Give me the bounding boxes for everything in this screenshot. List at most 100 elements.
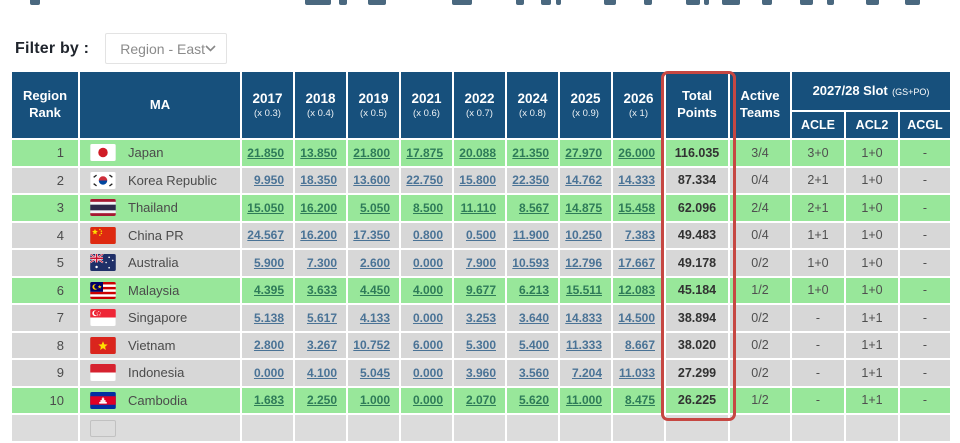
acl2-slot-cell: 1+1 — [844, 385, 900, 415]
year-points-link[interactable]: 5.138 — [253, 310, 284, 325]
year-points-link[interactable]: 7.204 — [571, 365, 602, 380]
total-points-cell: 26.225 — [664, 385, 730, 415]
year-points-link[interactable]: 14.762 — [565, 173, 602, 188]
year-points-link[interactable]: 18.350 — [300, 173, 337, 188]
year-points-link[interactable]: 1.000 — [359, 393, 390, 408]
year-points-link[interactable]: 13.850 — [300, 145, 337, 160]
year-points-link[interactable]: 14.333 — [618, 173, 655, 188]
year-points-link[interactable]: 10.593 — [512, 255, 549, 270]
rank-cell: 6 — [10, 275, 80, 305]
year-points-link[interactable]: 9.950 — [253, 173, 284, 188]
year-points-link[interactable]: 15.800 — [459, 173, 496, 188]
year-points-link[interactable]: 11.900 — [512, 228, 549, 243]
year-points-link[interactable]: 27.970 — [565, 145, 602, 160]
year-points-link[interactable]: 8.667 — [624, 338, 655, 353]
year-points-link[interactable]: 7.900 — [465, 255, 496, 270]
acgl-slot-cell: - — [898, 220, 952, 250]
year-points-link[interactable]: 0.000 — [412, 393, 443, 408]
year-points-link[interactable]: 4.100 — [306, 365, 337, 380]
year-points-link[interactable]: 5.400 — [518, 338, 549, 353]
year-points-link[interactable]: 3.960 — [465, 365, 496, 380]
year-points-link[interactable]: 4.000 — [412, 283, 443, 298]
year-points-link[interactable]: 3.560 — [518, 365, 549, 380]
year-points-link[interactable]: 14.833 — [565, 310, 602, 325]
year-points-link[interactable]: 16.200 — [300, 228, 337, 243]
year-points-link[interactable]: 3.633 — [306, 283, 337, 298]
total-points-value: 38.894 — [677, 310, 717, 325]
year-points-link[interactable]: 11.333 — [565, 338, 602, 353]
year-points-link[interactable]: 22.350 — [512, 173, 549, 188]
year-points-link[interactable]: 0.000 — [253, 365, 284, 380]
total-points-cell: 45.184 — [664, 275, 730, 305]
year-points-link[interactable]: 7.383 — [624, 228, 655, 243]
year-points-link[interactable]: 6.000 — [412, 338, 443, 353]
total-points-cell: 116.035 — [664, 138, 730, 168]
year-points-link[interactable]: 3.640 — [518, 310, 549, 325]
year-points-link[interactable]: 16.200 — [300, 200, 337, 215]
year-points-link[interactable]: 9.677 — [465, 283, 496, 298]
year-points-link[interactable]: 5.045 — [359, 365, 390, 380]
year-points-link[interactable]: 0.500 — [465, 228, 496, 243]
year-points-link[interactable]: 4.395 — [253, 283, 284, 298]
year-points-link[interactable]: 0.000 — [412, 255, 443, 270]
year-points-link[interactable]: 11.110 — [460, 200, 496, 215]
year-points-link[interactable]: 22.750 — [406, 173, 443, 188]
filter-label: Filter by : — [15, 39, 90, 57]
year-points-link[interactable]: 6.213 — [518, 283, 549, 298]
year-points-link[interactable]: 12.796 — [565, 255, 602, 270]
year-points-link[interactable]: 8.475 — [624, 393, 655, 408]
country-name: Indonesia — [128, 365, 185, 381]
year-points-link[interactable]: 0.000 — [412, 365, 443, 380]
year-points-link[interactable]: 15.458 — [618, 200, 655, 215]
year-points-link[interactable]: 2.070 — [465, 393, 496, 408]
year-points-link[interactable]: 2.600 — [359, 255, 390, 270]
country-flag-icon — [90, 254, 116, 272]
year-points-link[interactable]: 5.900 — [253, 255, 284, 270]
year-points-link[interactable]: 26.000 — [618, 145, 655, 160]
total-points-cell: 49.483 — [664, 220, 730, 250]
year-points-link[interactable]: 24.567 — [247, 228, 284, 243]
rank-cell: 3 — [10, 193, 80, 223]
year-points-link[interactable]: 10.250 — [565, 228, 602, 243]
year-points-link[interactable]: 0.800 — [412, 228, 443, 243]
year-points-link[interactable]: 20.088 — [459, 145, 496, 160]
year-points-link[interactable]: 14.500 — [618, 310, 655, 325]
year-points-link[interactable]: 11.033 — [618, 365, 655, 380]
year-points-link[interactable]: 5.620 — [518, 393, 549, 408]
region-filter-select[interactable]: Region - East — [105, 33, 228, 64]
year-points-link[interactable]: 8.567 — [518, 200, 549, 215]
year-points-link[interactable]: 5.617 — [306, 310, 337, 325]
year-points-link[interactable]: 11.000 — [565, 393, 602, 408]
year-points-link[interactable]: 4.450 — [359, 283, 390, 298]
year-points-link[interactable]: 7.300 — [306, 255, 337, 270]
year-points-link[interactable]: 10.752 — [353, 338, 390, 353]
acl2-slot-cell: 1+0 — [844, 275, 900, 305]
header-year-2019: 2019 (x 0.5) — [346, 70, 401, 140]
year-points-link[interactable]: 14.875 — [565, 200, 602, 215]
year-points-link[interactable]: 15.050 — [247, 200, 284, 215]
year-points-link[interactable]: 5.050 — [359, 200, 390, 215]
year-points-link[interactable]: 3.253 — [465, 310, 496, 325]
year-points-link[interactable]: 13.600 — [353, 173, 390, 188]
year-points-link[interactable]: 17.875 — [406, 145, 443, 160]
year-points-link[interactable]: 21.350 — [512, 145, 549, 160]
table-row — [10, 413, 952, 443]
year-points-link[interactable]: 3.267 — [306, 338, 337, 353]
year-points-link[interactable]: 4.133 — [359, 310, 390, 325]
table-body: 1 Japan 21.850 13.850 21.800 17.875 20.0… — [10, 138, 952, 443]
year-points-link[interactable]: 15.511 — [565, 283, 602, 298]
year-points-link[interactable]: 17.350 — [353, 228, 390, 243]
year-points-link[interactable]: 0.000 — [412, 310, 443, 325]
active-teams-cell: 1/2 — [728, 385, 792, 415]
year-points-link[interactable]: 21.800 — [353, 145, 390, 160]
year-points-link[interactable]: 21.850 — [247, 145, 284, 160]
year-points-link[interactable]: 1.683 — [253, 393, 284, 408]
year-points-link[interactable]: 12.083 — [618, 283, 655, 298]
year-points-link[interactable]: 2.250 — [306, 393, 337, 408]
year-points-link[interactable]: 17.667 — [618, 255, 655, 270]
year-points-link[interactable]: 8.500 — [412, 200, 443, 215]
acgl-slot-cell: - — [898, 193, 952, 223]
year-points-link[interactable]: 5.300 — [465, 338, 496, 353]
table-row: 2 Korea Republic 9.950 18.350 13.600 22.… — [10, 165, 952, 195]
year-points-link[interactable]: 2.800 — [253, 338, 284, 353]
